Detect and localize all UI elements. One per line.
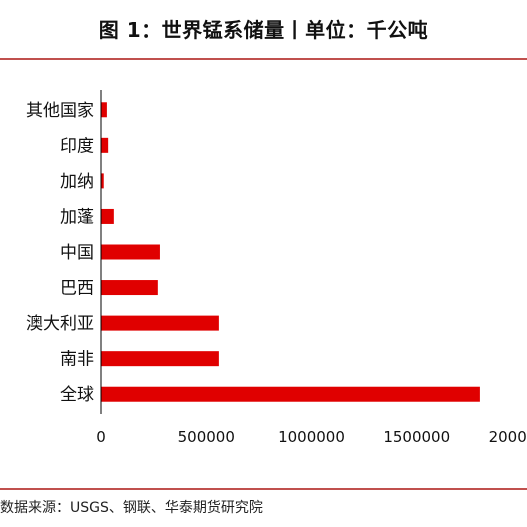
- x-tick-label: 500000: [178, 428, 235, 446]
- x-tick-label: 1000000: [278, 428, 345, 446]
- bar: [101, 351, 219, 367]
- category-label: 全球: [60, 385, 94, 405]
- source-note: 数据来源：USGS、钢联、华泰期货研究院: [0, 500, 263, 516]
- chart-title: 图 1：世界锰系储量丨单位：千公吨: [98, 18, 429, 42]
- category-label: 其他国家: [26, 101, 94, 121]
- bar: [101, 173, 104, 189]
- category-label: 加纳: [60, 172, 94, 192]
- bar: [101, 386, 480, 402]
- category-label: 中国: [60, 243, 94, 263]
- bar: [101, 280, 158, 296]
- x-tick-label: 2000000: [489, 428, 527, 446]
- x-tick-label: 1500000: [383, 428, 450, 446]
- category-label: 印度: [60, 136, 94, 156]
- bar: [101, 244, 160, 260]
- x-tick-label: 0: [96, 428, 106, 446]
- bar: [101, 208, 114, 224]
- category-label: 澳大利亚: [26, 314, 94, 334]
- bar: [101, 315, 219, 331]
- category-label: 加蓬: [60, 207, 94, 227]
- bar: [101, 102, 107, 118]
- top-divider: [0, 58, 527, 60]
- bar: [101, 137, 109, 153]
- category-label: 巴西: [60, 279, 94, 299]
- bottom-divider: [0, 488, 527, 490]
- category-label: 南非: [60, 350, 94, 370]
